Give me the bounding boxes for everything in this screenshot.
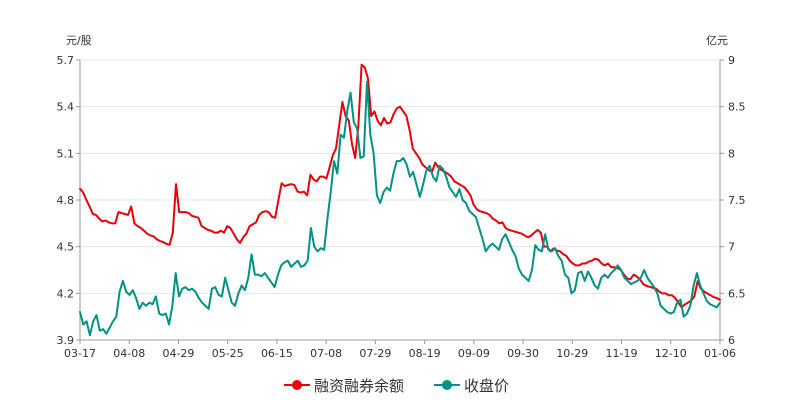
- left-tick-label: 3.9: [57, 334, 75, 347]
- legend-item-close-price[interactable]: 收盘价: [434, 377, 509, 395]
- legend-label-margin-balance: 融资融券余额: [314, 377, 404, 395]
- left-tick-label: 4.2: [57, 287, 75, 300]
- x-tick-label: 07-08: [310, 347, 342, 360]
- legend-label-close-price: 收盘价: [464, 377, 509, 395]
- right-tick-label: 9: [728, 54, 735, 67]
- left-tick-label: 5.4: [57, 101, 75, 114]
- right-axis-unit: 亿元: [706, 34, 728, 47]
- x-tick-label: 06-15: [261, 347, 293, 360]
- x-tick-label: 05-25: [212, 347, 244, 360]
- grid-lines: [80, 59, 720, 294]
- right-tick-label: 8.5: [728, 101, 746, 114]
- right-tick-label: 6: [728, 334, 735, 347]
- legend-marker-close-price: [442, 380, 452, 390]
- x-tick-label: 09-09: [458, 347, 490, 360]
- left-tick-label: 4.5: [57, 241, 75, 254]
- right-tick-label: 6.5: [728, 287, 746, 300]
- right-tick-label: 7.5: [728, 194, 746, 207]
- close-price-line: [79, 80, 721, 337]
- margin-balance-line: [79, 63, 721, 309]
- x-axis-ticks: 03-17 04-08 04-29 05-25 06-15 07-08 07-29 08-19…: [64, 340, 736, 360]
- x-tick-label: 01-06: [704, 347, 736, 360]
- right-tick-label: 7: [728, 241, 735, 254]
- left-axis-ticks: 3.9 4.2 4.5 4.8 5.1 5.4 5.7: [57, 54, 80, 347]
- x-tick-label: 11-19: [606, 347, 638, 360]
- legend-item-margin-balance[interactable]: 融资融券余额: [284, 377, 404, 395]
- right-tick-label: 8: [728, 147, 735, 160]
- x-tick-label: 07-29: [359, 347, 391, 360]
- x-tick-label: 09-30: [507, 347, 539, 360]
- left-tick-label: 4.8: [57, 194, 75, 207]
- right-axis-ticks: 6 6.5 7 7.5 8 8.5 9: [720, 54, 746, 347]
- series-lines: [79, 63, 721, 337]
- x-tick-label: 08-19: [409, 347, 441, 360]
- x-tick-label: 12-10: [655, 347, 687, 360]
- x-tick-label: 04-29: [162, 347, 194, 360]
- x-tick-label: 10-29: [556, 347, 588, 360]
- legend: 融资融券余额 收盘价: [284, 377, 509, 395]
- legend-marker-margin-balance: [292, 380, 302, 390]
- x-tick-label: 03-17: [64, 347, 96, 360]
- left-axis-unit: 元/股: [66, 34, 92, 47]
- left-tick-label: 5.1: [57, 147, 75, 160]
- left-tick-label: 5.7: [57, 54, 75, 67]
- x-tick-label: 04-08: [113, 347, 145, 360]
